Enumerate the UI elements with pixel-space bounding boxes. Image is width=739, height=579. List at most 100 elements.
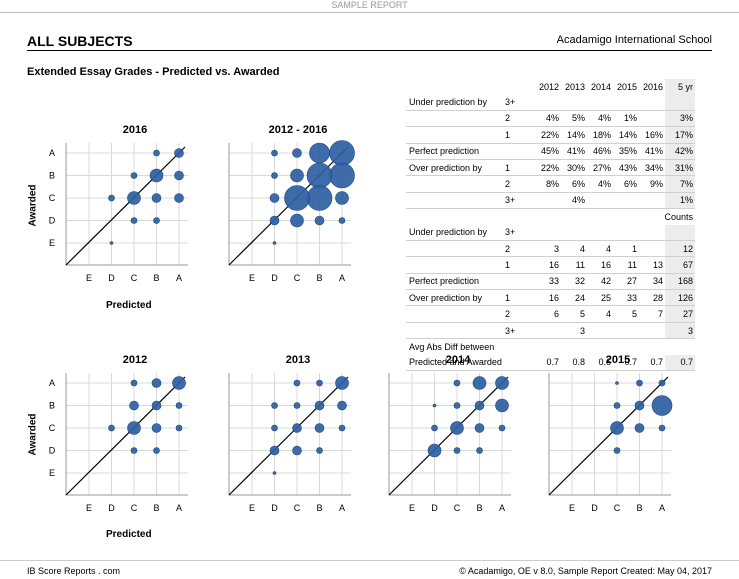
data-bubble xyxy=(427,443,442,458)
table-cell xyxy=(613,192,639,210)
data-bubble xyxy=(314,400,325,411)
x-tick-label: A xyxy=(659,503,665,513)
y-tick-label: C xyxy=(49,423,56,433)
row-label xyxy=(406,256,505,274)
data-bubble xyxy=(292,423,302,433)
data-bubble xyxy=(151,193,162,203)
data-bubble xyxy=(153,149,160,157)
row-sublabel: 2 xyxy=(505,240,535,258)
table-cell xyxy=(613,322,639,340)
table-cell xyxy=(639,240,665,258)
table-cell: 35% xyxy=(613,143,639,160)
data-bubble xyxy=(472,376,487,390)
year-header: 2015 xyxy=(616,81,637,92)
x-tick-label: B xyxy=(476,503,482,513)
y-tick-label: B xyxy=(49,401,55,411)
table-cell xyxy=(639,94,665,111)
data-bubble xyxy=(175,424,183,432)
data-bubble xyxy=(498,424,506,432)
avg-label-1: Avg Abs Diff between xyxy=(409,341,495,352)
row-sublabel: 1 xyxy=(505,126,535,144)
table-cell: 12 xyxy=(665,240,695,258)
x-tick-label: D xyxy=(591,503,598,513)
data-bubble xyxy=(290,168,304,183)
perfect-prediction-line xyxy=(388,376,509,496)
data-bubble xyxy=(613,402,621,409)
y-tick-label: A xyxy=(49,148,55,158)
x-tick-label: B xyxy=(316,503,322,513)
data-bubble xyxy=(634,423,645,433)
data-bubble xyxy=(174,170,184,181)
data-bubble xyxy=(129,400,139,411)
data-bubble xyxy=(151,378,162,388)
table-cell: 14% xyxy=(561,126,587,144)
table-cell: 16 xyxy=(535,256,561,274)
data-bubble xyxy=(172,376,186,390)
data-bubble xyxy=(613,447,621,454)
year-header: 2016 xyxy=(642,81,663,92)
table-cell: 7 xyxy=(639,305,665,323)
data-bubble xyxy=(127,421,141,435)
data-bubble xyxy=(271,172,278,179)
data-bubble xyxy=(335,191,349,205)
x-tick-label: E xyxy=(86,503,92,513)
data-bubble xyxy=(338,217,346,224)
avg-cell: 0.7 xyxy=(639,354,665,372)
x-tick-label: E xyxy=(86,273,92,283)
year-header: 2014 xyxy=(590,81,611,92)
table-cell xyxy=(587,94,613,111)
table-cell: 11 xyxy=(613,256,639,274)
table-cell: 27 xyxy=(665,305,695,323)
data-bubble xyxy=(109,241,114,245)
x-tick-label: D xyxy=(108,503,115,513)
table-cell: 126 xyxy=(665,289,695,307)
table-row: Over prediction by 1 16 24 25 33 28 126 xyxy=(406,289,695,307)
table-cell xyxy=(639,322,665,340)
x-tick-label: A xyxy=(176,273,182,283)
table-cell xyxy=(665,94,695,111)
data-bubble xyxy=(271,424,278,432)
table-cell xyxy=(561,94,587,111)
table-cell xyxy=(639,192,665,210)
sample-report-label: SAMPLE REPORT xyxy=(331,0,408,10)
x-axis-label-top: Predicted xyxy=(106,300,152,311)
y-tick-label: E xyxy=(49,468,55,478)
table-cell: 1% xyxy=(665,192,695,210)
data-bubble xyxy=(306,162,333,189)
table-cell: 4% xyxy=(535,110,561,128)
table-cell: 43% xyxy=(613,159,639,177)
avg-sub xyxy=(505,354,535,372)
row-label: Perfect prediction xyxy=(406,273,505,291)
data-bubble xyxy=(290,213,304,228)
table-cell: 41% xyxy=(639,143,665,160)
y-tick-label: D xyxy=(49,446,56,456)
data-bubble xyxy=(269,445,280,456)
data-bubble xyxy=(651,395,673,416)
perfect-prediction-line xyxy=(228,376,349,496)
data-bubble xyxy=(610,421,624,435)
table-cell: 33 xyxy=(535,273,561,291)
row-sublabel: 2 xyxy=(505,110,535,128)
x-tick-label: E xyxy=(569,503,575,513)
top-bar xyxy=(0,0,739,13)
table-cell: 67 xyxy=(665,256,695,274)
table-cell: 27 xyxy=(613,273,639,291)
data-bubble xyxy=(149,168,164,183)
table-cell xyxy=(535,94,561,111)
table-corner-sub xyxy=(505,79,535,94)
data-bubble xyxy=(476,447,483,454)
chart-title-2016: 2016 xyxy=(122,124,148,136)
x-tick-label: B xyxy=(153,273,159,283)
data-bubble xyxy=(453,402,461,409)
data-bubble xyxy=(108,424,115,432)
counts-header-row: Counts xyxy=(406,209,695,225)
row-label xyxy=(406,110,505,128)
data-bubble xyxy=(450,421,464,435)
table-cell: 22% xyxy=(535,159,561,177)
y-tick-label: D xyxy=(49,216,56,226)
x-tick-label: B xyxy=(153,503,159,513)
school-name: Acadamigo International School xyxy=(556,34,712,46)
table-cell: 34% xyxy=(639,159,665,177)
x-tick-label: A xyxy=(176,503,182,513)
